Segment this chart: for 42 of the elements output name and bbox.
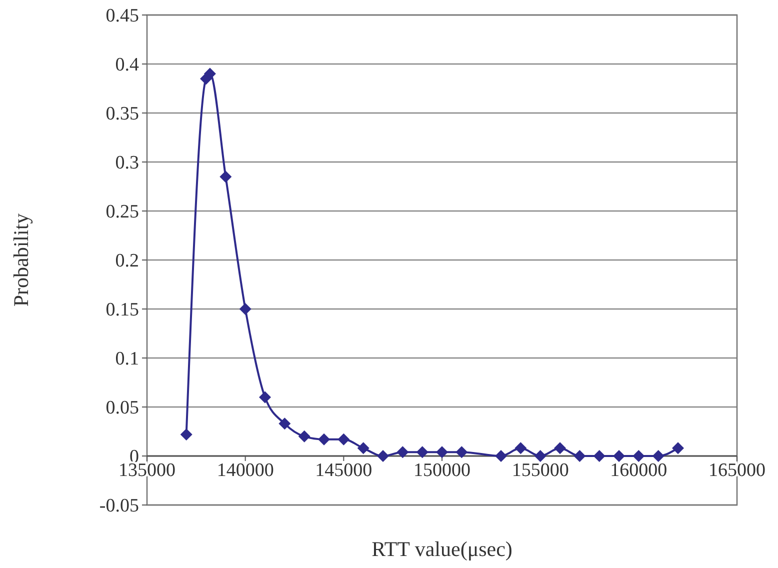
x-tick-label: 160000 [610,460,668,481]
point [278,418,291,430]
point [436,446,448,458]
point [613,450,625,462]
y-tick-label: 0.1 [115,348,139,370]
point [396,446,409,458]
x-tick-label: 145000 [315,460,372,481]
point [495,450,507,462]
point [180,428,192,440]
point [554,442,566,454]
y-tick-label: 0.25 [106,202,139,223]
y-tick-label: 0.15 [106,300,139,321]
point [456,446,468,458]
y-axis-title: Probability [9,212,33,307]
point [416,446,428,458]
point [652,450,664,462]
point [534,450,546,462]
point [593,450,606,462]
x-tick-label: 155000 [512,460,569,481]
point [357,442,370,454]
y-tick-label: 0.35 [106,104,139,125]
point [672,442,684,454]
y-tick-label: 0.05 [106,398,139,419]
y-tick-label: 0.2 [115,250,139,272]
point [514,442,527,454]
y-tick-label: 0.4 [115,54,140,76]
point [632,450,645,462]
x-axis-title: RTT value(μsec) [372,537,512,561]
point [298,430,310,442]
y-tick-label: -0.05 [99,496,139,517]
point [318,433,330,446]
y-tick-label: 0.45 [106,6,139,27]
x-tick-label: 140000 [216,460,274,481]
point [377,450,389,462]
point [204,68,216,80]
point [338,433,350,446]
point [574,450,586,462]
y-tick-label: 0.3 [115,152,139,174]
x-tick-label: 150000 [414,460,470,481]
point [259,391,271,404]
point [220,170,232,183]
point [239,303,252,315]
